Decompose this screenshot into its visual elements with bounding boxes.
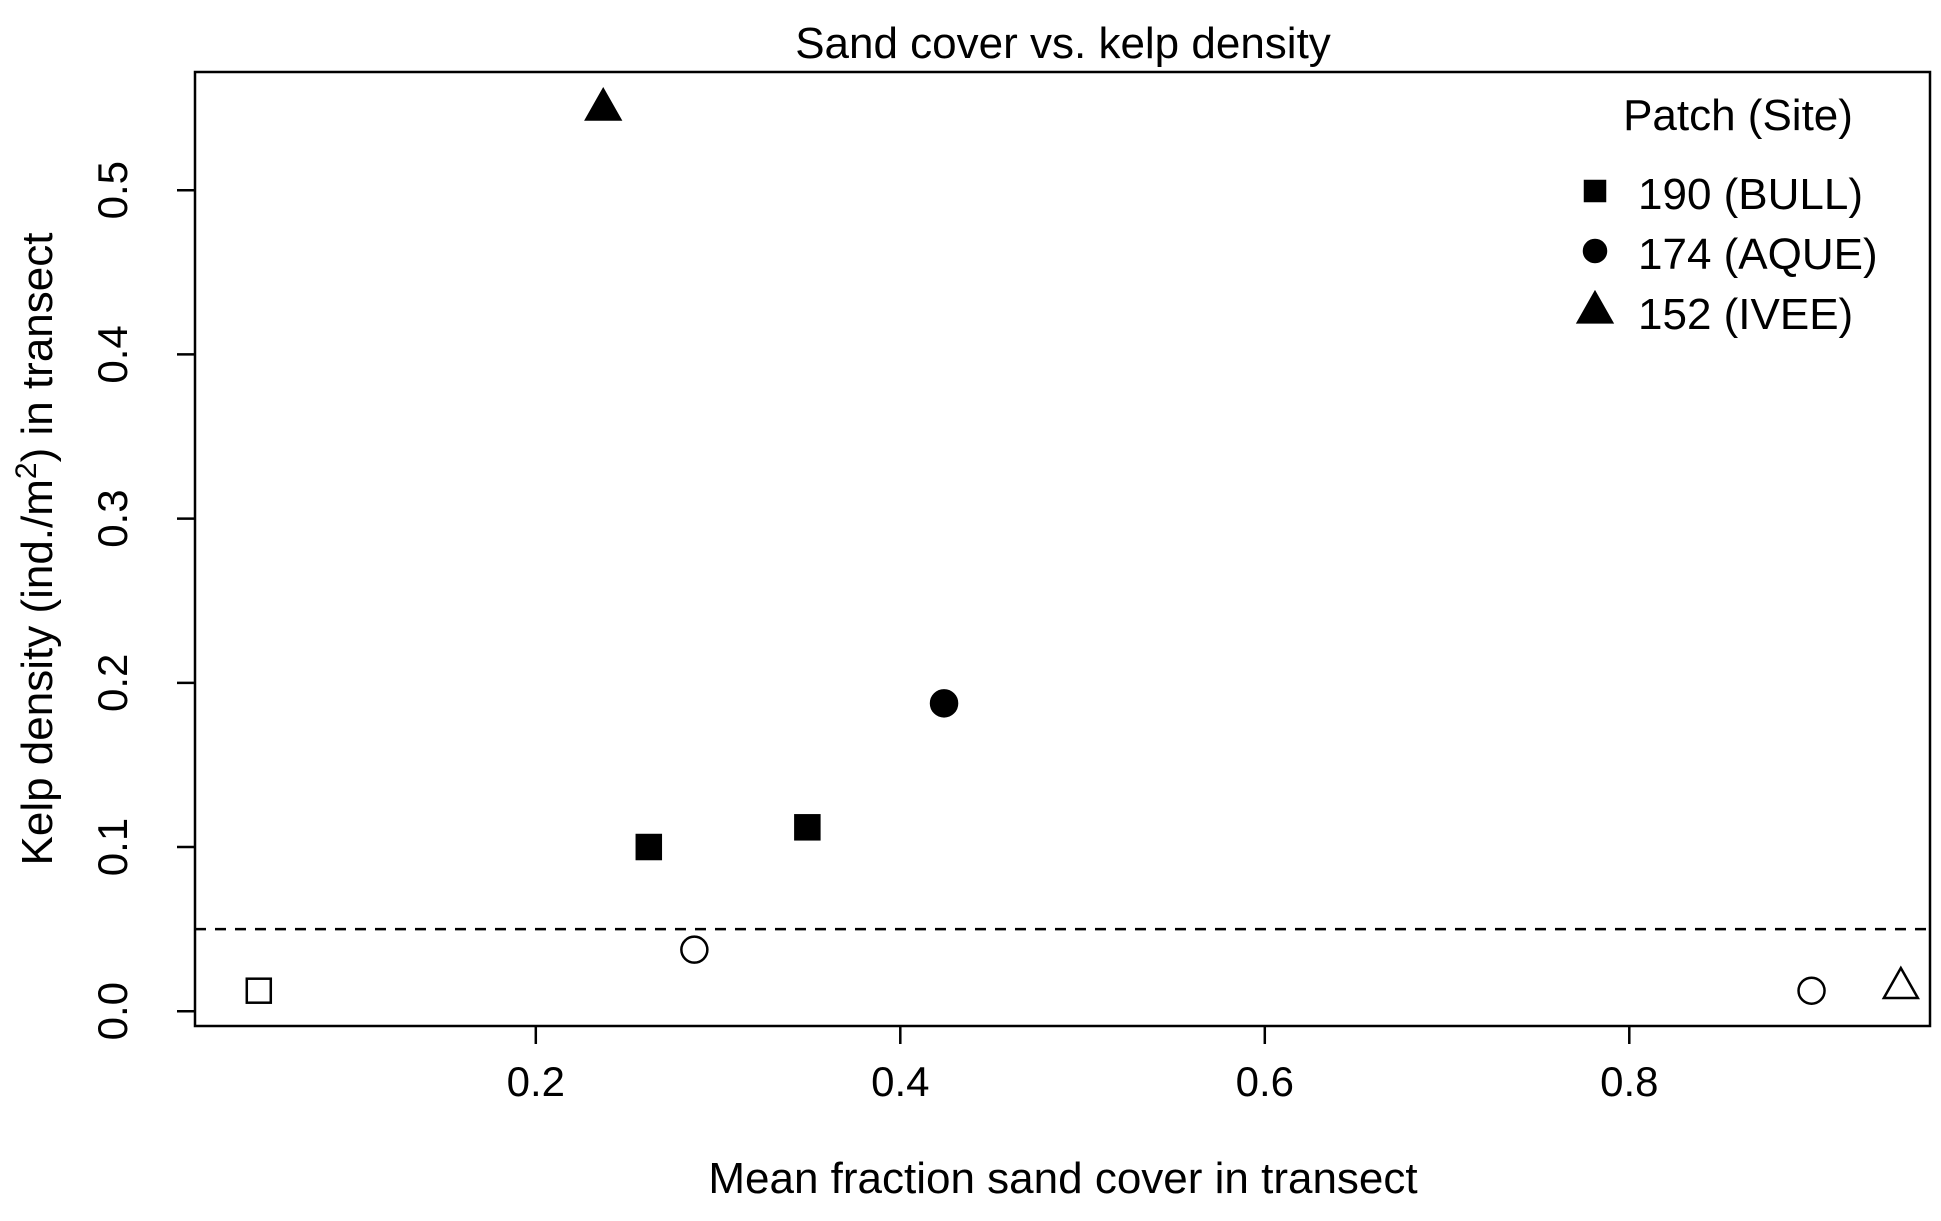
chart-title: Sand cover vs. kelp density (795, 19, 1331, 68)
y-tick-label-4: 0.4 (89, 325, 136, 383)
y-axis-label-suffix: ) in transect (13, 233, 62, 463)
legend-label-1: 174 (AQUE) (1638, 230, 1878, 279)
legend-marker-square (1583, 179, 1607, 203)
x-axis-label: Mean fraction sand cover in transect (708, 1154, 1417, 1203)
y-tick-label-3: 0.3 (89, 489, 136, 547)
data-point-2 (794, 814, 821, 841)
y-axis-label: Kelp density (ind./m2) in transect (10, 233, 62, 866)
x-tick-label-3: 0.8 (1600, 1058, 1658, 1105)
data-point-6 (584, 86, 623, 121)
y-tick-label-0: 0.0 (89, 982, 136, 1040)
x-tick-label-0: 0.2 (507, 1058, 565, 1105)
legend: Patch (Site) 190 (BULL) 174 (AQUE) 152 (IV… (1575, 91, 1878, 339)
legend-label-0: 190 (BULL) (1638, 170, 1863, 219)
data-point-4 (929, 689, 959, 718)
legend-marker-triangle (1575, 289, 1615, 324)
data-points (245, 86, 1920, 1005)
legend-title: Patch (Site) (1623, 91, 1853, 140)
legend-label-2: 152 (IVEE) (1638, 290, 1853, 339)
data-point-1 (635, 833, 663, 861)
data-point-3 (680, 935, 709, 964)
x-tick-label-1: 0.4 (871, 1058, 929, 1105)
y-axis: 0.0 0.1 0.2 0.3 0.4 0.5 (89, 161, 195, 1040)
data-point-5 (1797, 976, 1826, 1005)
y-tick-label-1: 0.1 (89, 818, 136, 876)
y-axis-label-prefix: Kelp density (ind./m (13, 479, 62, 865)
y-tick-label-5: 0.5 (89, 161, 136, 219)
x-axis: 0.2 0.4 0.6 0.8 (507, 1026, 1658, 1105)
legend-marker-circle (1582, 238, 1608, 264)
x-tick-label-2: 0.6 (1236, 1058, 1294, 1105)
plot-frame (193, 70, 1932, 1028)
data-point-7 (1881, 965, 1920, 1000)
y-tick-label-2: 0.2 (89, 654, 136, 712)
y-axis-label-superscript: 2 (10, 462, 43, 479)
data-point-0 (245, 977, 273, 1004)
